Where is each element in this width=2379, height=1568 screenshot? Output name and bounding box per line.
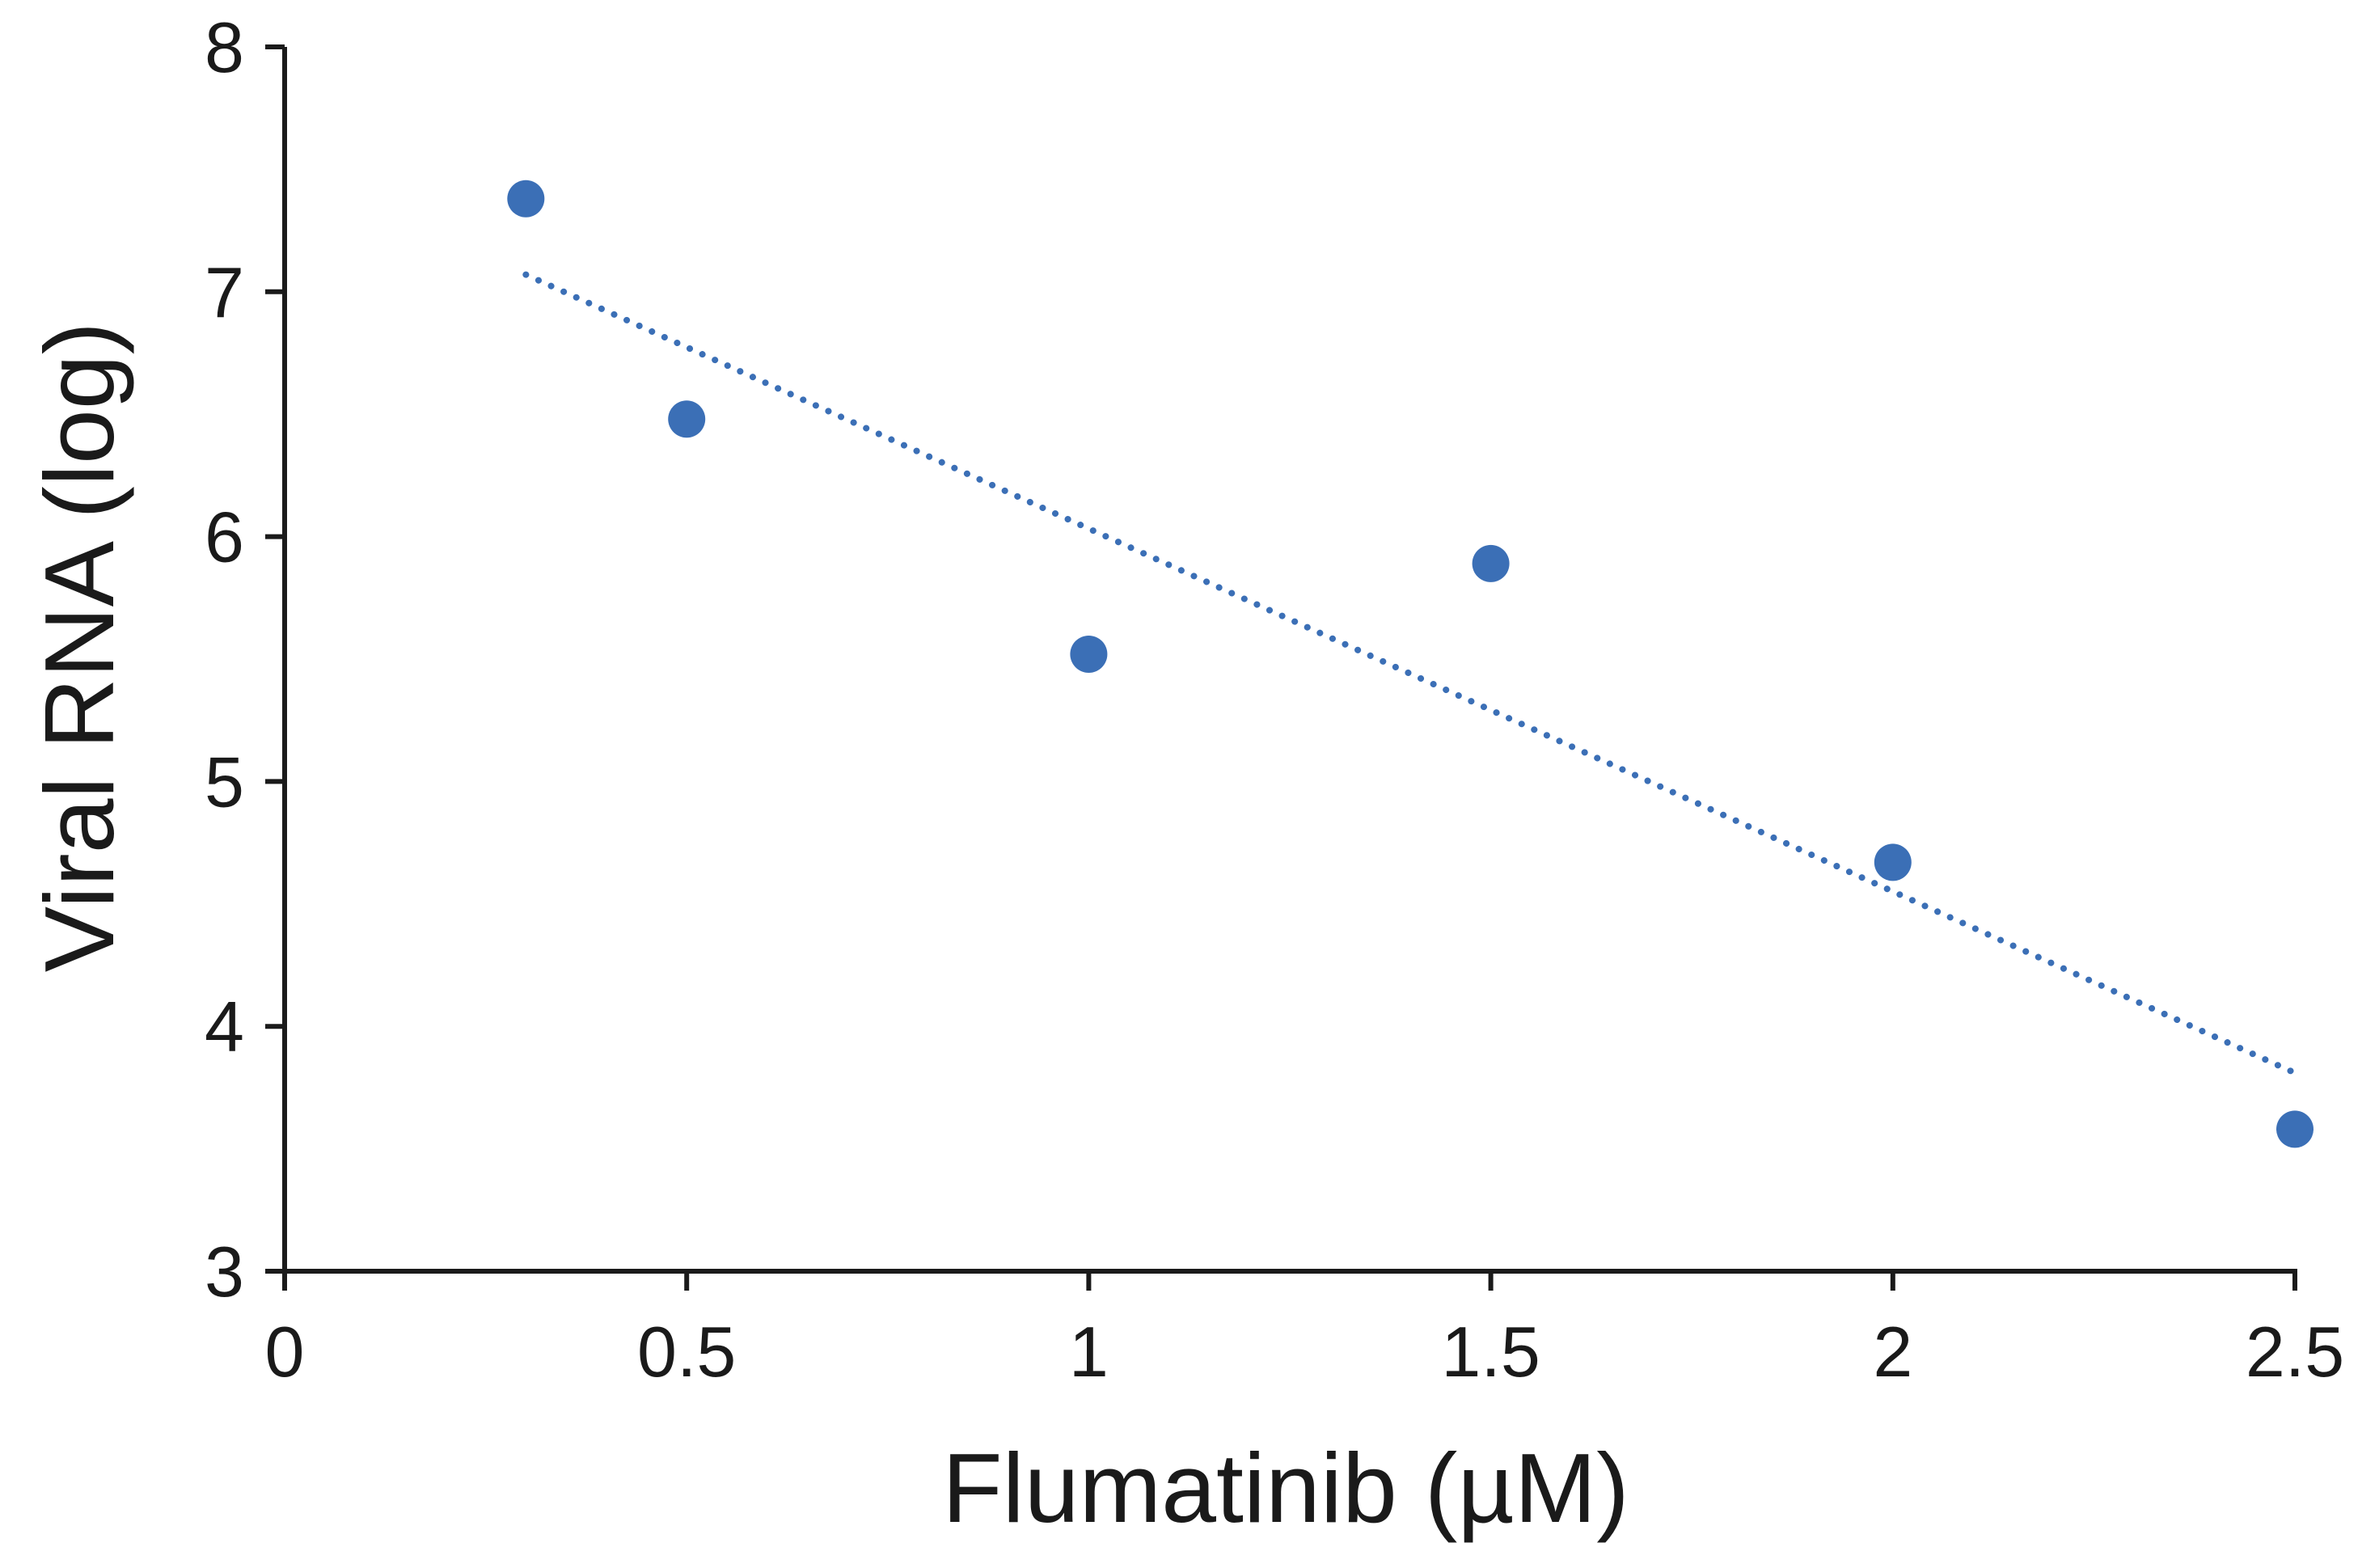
y-tick-label: 7 <box>205 252 244 332</box>
x-tick-label: 0.5 <box>637 1312 736 1392</box>
data-point <box>1472 544 1510 582</box>
x-tick-label: 0 <box>265 1312 305 1392</box>
axes <box>282 47 2297 1274</box>
data-point <box>1070 635 1108 673</box>
y-tick-label: 5 <box>205 742 244 822</box>
x-tick-label: 1 <box>1069 1312 1109 1392</box>
x-tick-label: 1.5 <box>1441 1312 1540 1392</box>
y-tick-label: 4 <box>205 987 244 1067</box>
y-tick-label: 3 <box>205 1232 244 1312</box>
x-tick-label: 2.5 <box>2246 1312 2344 1392</box>
data-points <box>507 180 2314 1148</box>
x-axis-ticks: 0 0.5 1 1.5 2 2.5 <box>265 1271 2344 1392</box>
y-tick-label: 8 <box>205 7 244 87</box>
trendline <box>522 271 2298 1076</box>
x-axis-title: Flumatinib (µM) <box>942 1433 1629 1543</box>
y-tick-label: 6 <box>205 497 244 577</box>
data-point <box>2276 1110 2314 1148</box>
y-axis-title: Viral RNA (log) <box>24 322 134 973</box>
y-axis-ticks: 3 4 5 6 7 8 <box>205 7 285 1312</box>
data-point <box>1874 843 1912 881</box>
x-tick-label: 2 <box>1873 1312 1912 1392</box>
data-point <box>668 400 706 438</box>
trendline-group <box>522 271 2298 1076</box>
data-point <box>507 180 545 218</box>
